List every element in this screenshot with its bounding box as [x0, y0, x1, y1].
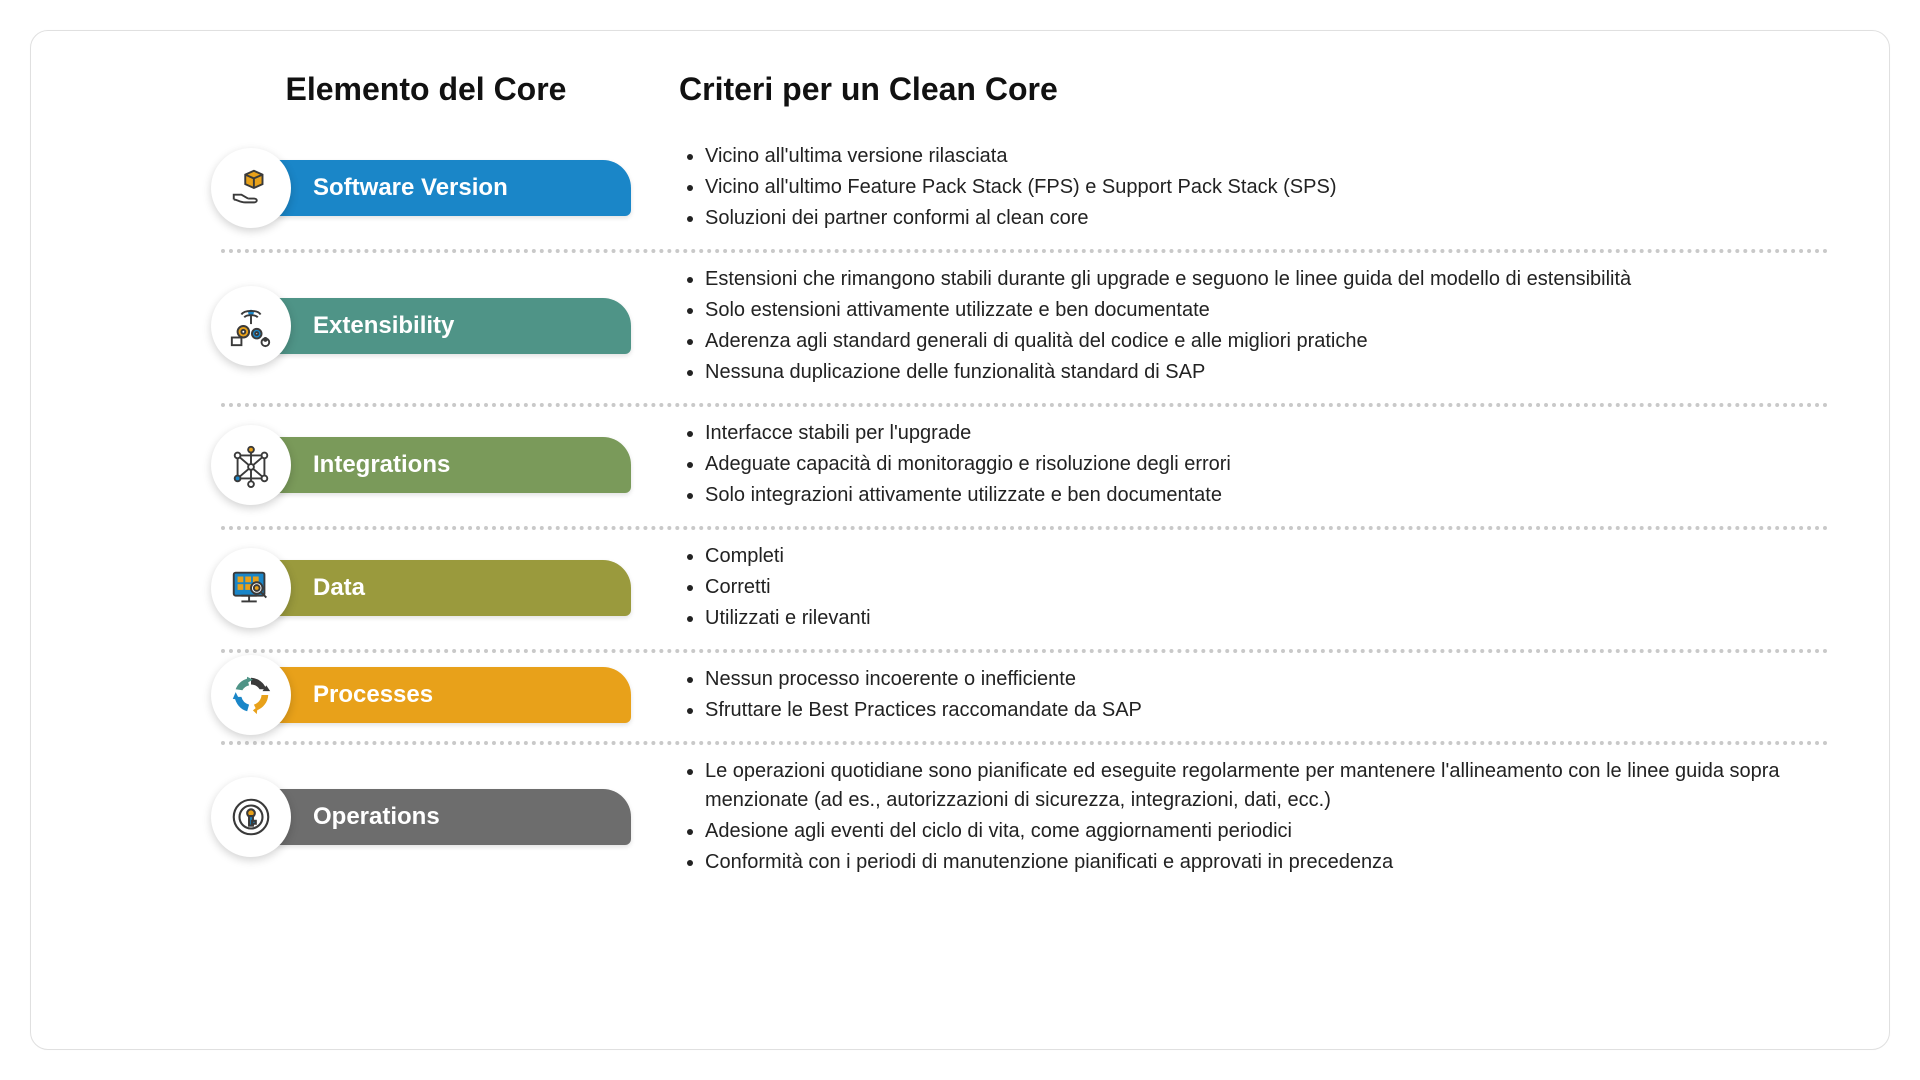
- criteria-processes: Nessun processo incoerente o inefficient…: [651, 663, 1829, 727]
- row-processes: Processes Nessun processo incoerente o in…: [91, 649, 1829, 741]
- criteria-operations: Le operazioni quotidiane sono pianificat…: [651, 755, 1829, 879]
- criteria-item: Soluzioni dei partner conformi al clean …: [705, 204, 1819, 233]
- row-left: Operations: [91, 789, 651, 845]
- infographic-card: Elemento del Core Criteri per un Clean C…: [30, 30, 1890, 1050]
- criteria-item: Conformità con i periodi di manutenzione…: [705, 848, 1819, 877]
- row-left: Data: [91, 560, 651, 616]
- criteria-item: Interfacce stabili per l'upgrade: [705, 419, 1819, 448]
- row-operations: Operations Le operazioni quotidiane sono …: [91, 741, 1829, 893]
- header-right: Criteri per un Clean Core: [651, 71, 1829, 108]
- row-extensibility: Extensibility Estensioni che rimangono st…: [91, 249, 1829, 403]
- row-left: Integrations: [91, 437, 651, 493]
- rows-container: Software Version Vicino all'ultima versio…: [91, 126, 1829, 893]
- row-left: Extensibility: [91, 298, 651, 354]
- gears-signal-icon: [211, 286, 291, 366]
- criteria-item: Nessuna duplicazione delle funzionalità …: [705, 358, 1819, 387]
- criteria-data: CompletiCorrettiUtilizzati e rilevanti: [651, 540, 1829, 635]
- criteria-software-version: Vicino all'ultima versione rilasciataVic…: [651, 140, 1829, 235]
- pill-data: Data: [251, 560, 631, 616]
- criteria-item: Sfruttare le Best Practices raccomandate…: [705, 696, 1819, 725]
- pill-processes: Processes: [251, 667, 631, 723]
- dashboard-magnifier-icon: [211, 548, 291, 628]
- cube-hand-icon: [211, 148, 291, 228]
- criteria-item: Adesione agli eventi del ciclo di vita, …: [705, 817, 1819, 846]
- criteria-item: Solo integrazioni attivamente utilizzate…: [705, 481, 1819, 510]
- criteria-item: Completi: [705, 542, 1819, 571]
- row-software-version: Software Version Vicino all'ultima versio…: [91, 126, 1829, 249]
- criteria-item: Adeguate capacità di monitoraggio e riso…: [705, 450, 1819, 479]
- criteria-item: Nessun processo incoerente o inefficient…: [705, 665, 1819, 694]
- header-left: Elemento del Core: [91, 71, 651, 108]
- criteria-item: Corretti: [705, 573, 1819, 602]
- criteria-item: Le operazioni quotidiane sono pianificat…: [705, 757, 1819, 815]
- column-headers: Elemento del Core Criteri per un Clean C…: [91, 71, 1829, 108]
- pill-operations: Operations: [251, 789, 631, 845]
- criteria-integrations: Interfacce stabili per l'upgradeAdeguate…: [651, 417, 1829, 512]
- row-left: Software Version: [91, 160, 651, 216]
- cycle-arrows-icon: [211, 655, 291, 735]
- criteria-item: Utilizzati e rilevanti: [705, 604, 1819, 633]
- row-data: Data CompletiCorrettiUtilizzati e rilevan…: [91, 526, 1829, 649]
- pill-integrations: Integrations: [251, 437, 631, 493]
- criteria-item: Vicino all'ultimo Feature Pack Stack (FP…: [705, 173, 1819, 202]
- criteria-item: Vicino all'ultima versione rilasciata: [705, 142, 1819, 171]
- row-integrations: Integrations Interfacce stabili per l'upg…: [91, 403, 1829, 526]
- criteria-item: Aderenza agli standard generali di quali…: [705, 327, 1819, 356]
- key-circle-icon: [211, 777, 291, 857]
- pill-extensibility: Extensibility: [251, 298, 631, 354]
- criteria-item: Solo estensioni attivamente utilizzate e…: [705, 296, 1819, 325]
- network-icon: [211, 425, 291, 505]
- criteria-item: Estensioni che rimangono stabili durante…: [705, 265, 1819, 294]
- row-left: Processes: [91, 667, 651, 723]
- criteria-extensibility: Estensioni che rimangono stabili durante…: [651, 263, 1829, 389]
- pill-software-version: Software Version: [251, 160, 631, 216]
